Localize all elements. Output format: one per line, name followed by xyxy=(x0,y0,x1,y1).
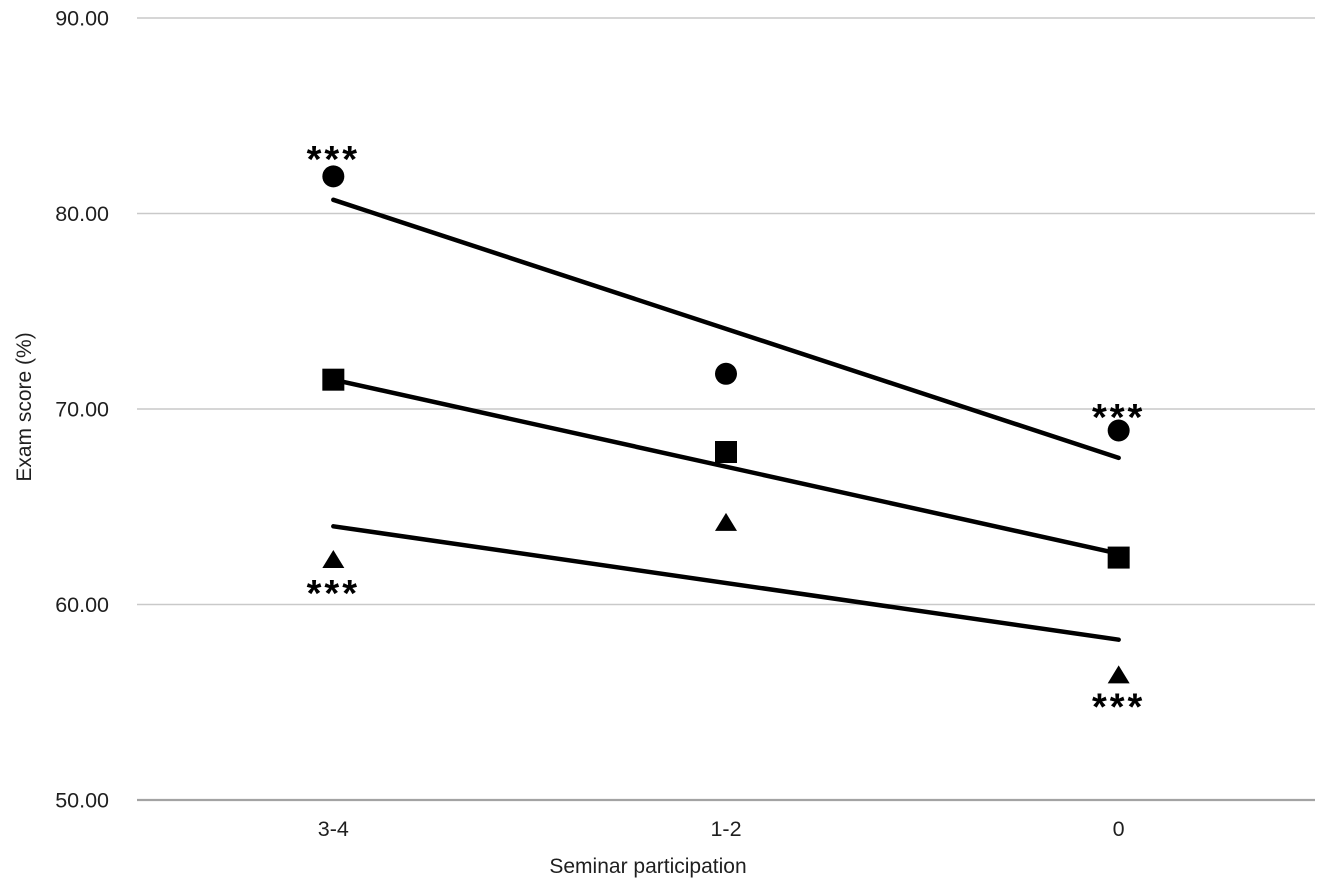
significance-annotation: *** xyxy=(307,139,360,181)
square-marker xyxy=(1107,546,1130,569)
y-tick-label: 60.00 xyxy=(55,593,109,617)
y-tick-label: 50.00 xyxy=(55,789,109,813)
y-tick-label: 90.00 xyxy=(55,7,109,31)
triangle-series-trendline xyxy=(331,524,1121,642)
square-marker xyxy=(715,441,737,464)
y-tick-label: 70.00 xyxy=(55,398,109,422)
y-axis-title: Exam score (%) xyxy=(13,332,36,481)
x-tick-label: 0 xyxy=(1113,817,1125,841)
x-tick-label: 1-2 xyxy=(710,817,741,841)
triangle-marker xyxy=(715,512,737,531)
circle-marker xyxy=(1107,419,1130,442)
x-axis-title: Seminar participation xyxy=(549,855,746,878)
y-tick-label: 80.00 xyxy=(55,202,109,226)
triangle-marker xyxy=(322,550,345,569)
x-tick-label: 3-4 xyxy=(318,817,349,841)
circle-marker xyxy=(715,362,737,385)
significance-annotation: *** xyxy=(307,573,360,615)
triangle-marker xyxy=(1107,665,1130,684)
square-series-trendline xyxy=(331,377,1121,556)
square-marker xyxy=(322,368,345,391)
circle-marker xyxy=(322,165,345,188)
significance-annotation: *** xyxy=(1092,397,1145,439)
significance-annotation: *** xyxy=(1092,686,1145,728)
circle-series-trendline xyxy=(331,197,1121,461)
